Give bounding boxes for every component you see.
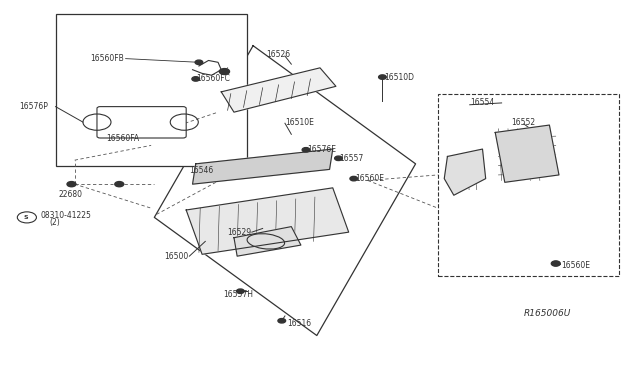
Polygon shape: [221, 68, 336, 112]
Circle shape: [278, 318, 285, 323]
Text: R165006U: R165006U: [524, 309, 572, 318]
Text: 16554: 16554: [470, 99, 494, 108]
Polygon shape: [495, 125, 559, 182]
Bar: [56, 14, 246, 166]
Text: 16557: 16557: [339, 154, 364, 163]
Circle shape: [350, 176, 358, 181]
Polygon shape: [444, 149, 486, 195]
Text: S: S: [23, 215, 28, 220]
Text: 16560FA: 16560FA: [106, 134, 140, 142]
Circle shape: [67, 182, 76, 187]
Polygon shape: [186, 188, 349, 254]
Text: 16560FB: 16560FB: [91, 54, 124, 63]
Text: 16529: 16529: [228, 228, 252, 237]
Text: 16557H: 16557H: [223, 291, 253, 299]
Bar: [438, 94, 620, 276]
Circle shape: [220, 68, 230, 74]
Circle shape: [237, 289, 244, 294]
Circle shape: [379, 75, 387, 79]
Circle shape: [335, 156, 342, 161]
Text: 16560FC: 16560FC: [196, 74, 230, 83]
Text: 16516: 16516: [287, 319, 311, 328]
Text: 22680: 22680: [59, 190, 83, 199]
Text: 16546: 16546: [189, 166, 214, 174]
Circle shape: [195, 60, 203, 64]
Text: 16560E: 16560E: [355, 174, 384, 183]
Circle shape: [551, 261, 560, 266]
Circle shape: [302, 148, 310, 152]
Text: (2): (2): [49, 218, 60, 227]
Text: 16552: 16552: [511, 118, 535, 127]
Text: 16576P: 16576P: [19, 102, 48, 111]
Circle shape: [192, 77, 200, 81]
Circle shape: [115, 182, 124, 187]
Text: 16576E: 16576E: [307, 145, 336, 154]
Polygon shape: [234, 227, 301, 256]
Polygon shape: [193, 149, 333, 184]
Text: 16510E: 16510E: [285, 118, 314, 126]
Text: 16510D: 16510D: [384, 73, 413, 81]
Text: 08310-41225: 08310-41225: [41, 211, 92, 220]
Text: 16526: 16526: [266, 51, 290, 60]
Text: 16560E: 16560E: [561, 261, 590, 270]
FancyBboxPatch shape: [97, 107, 186, 138]
Text: 16500: 16500: [164, 251, 188, 261]
Circle shape: [552, 261, 559, 266]
